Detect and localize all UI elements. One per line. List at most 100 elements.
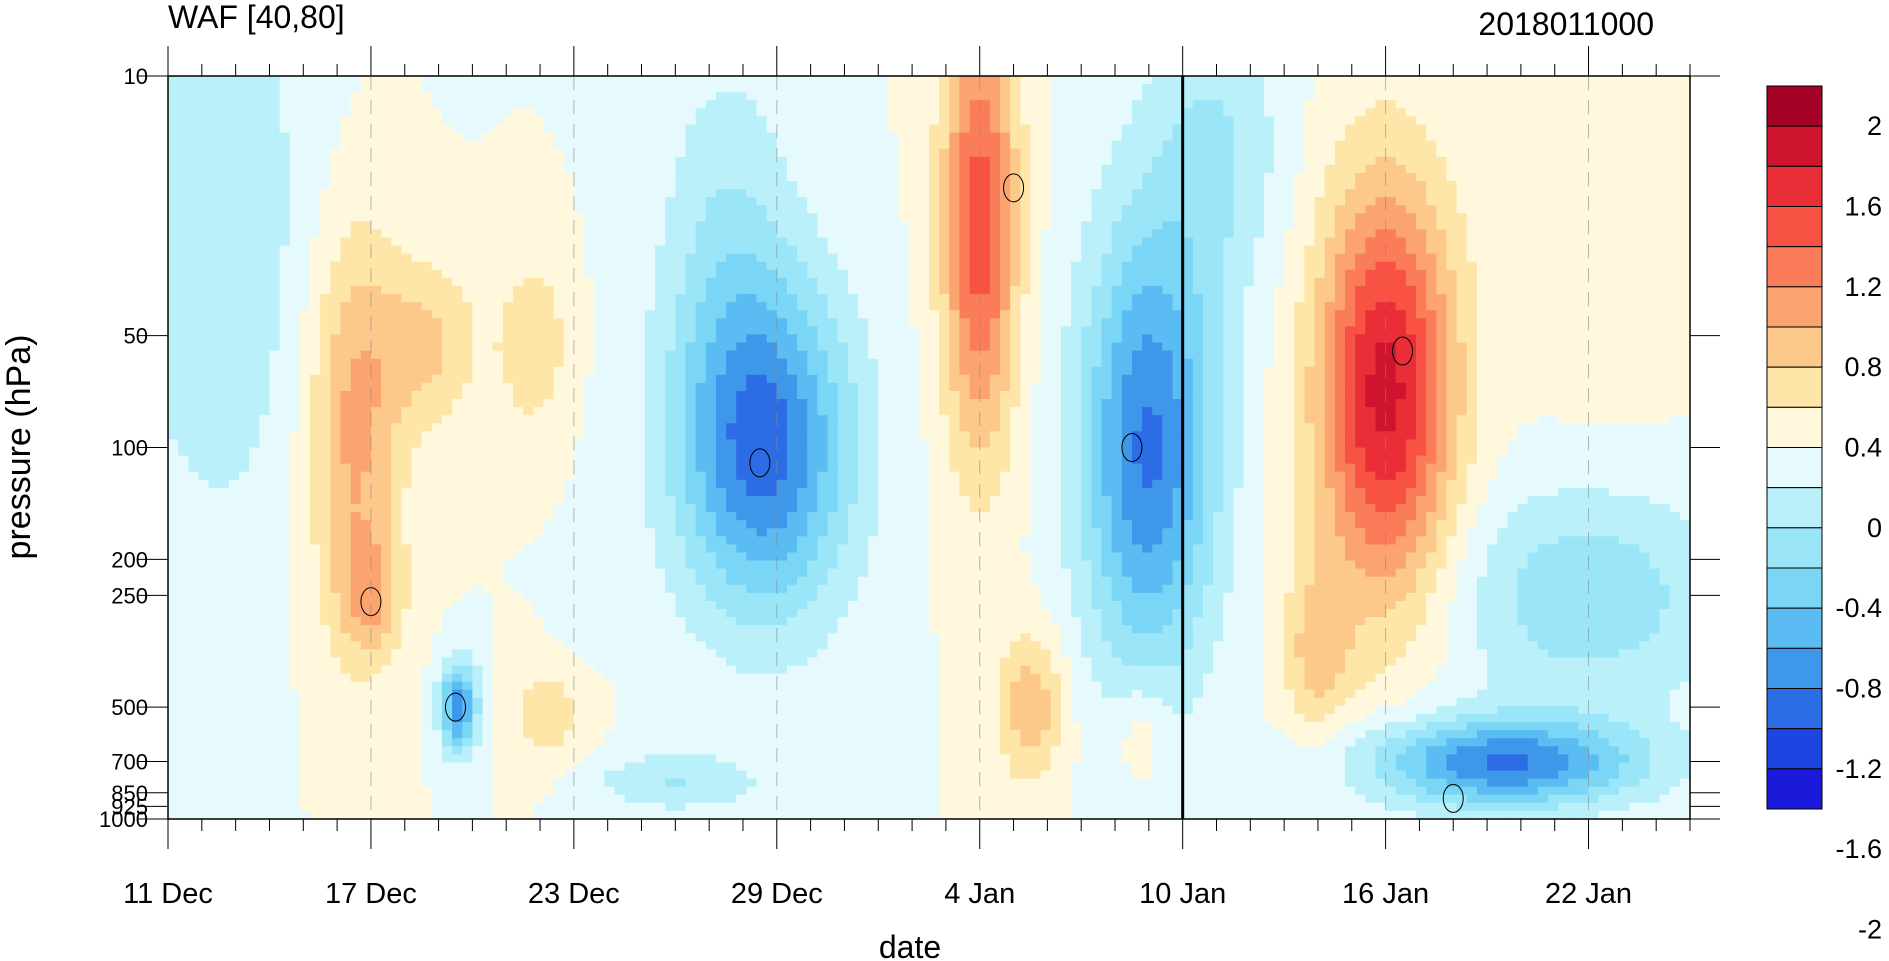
- field-cell: [949, 302, 961, 311]
- field-cell: [1568, 294, 1579, 303]
- field-cell: [208, 100, 220, 109]
- field-cell: [1000, 84, 1011, 93]
- field-cell: [847, 108, 859, 117]
- field-cell: [1659, 180, 1671, 190]
- field-cell: [918, 277, 930, 287]
- field-cell: [736, 213, 747, 222]
- field-cell: [1020, 205, 1032, 214]
- field-cell: [1375, 132, 1387, 142]
- field-cell: [1537, 100, 1549, 109]
- field-cell: [1416, 180, 1427, 190]
- field-cell: [482, 156, 494, 166]
- field-cell: [543, 318, 555, 327]
- field-cell: [1010, 172, 1021, 182]
- field-cell: [929, 100, 940, 109]
- field-cell: [1537, 148, 1549, 158]
- field-cell: [1050, 310, 1062, 319]
- field-cell: [299, 334, 311, 344]
- field-cell: [918, 156, 930, 166]
- field-cell: [1182, 197, 1194, 206]
- field-cell: [1060, 76, 1072, 85]
- field-cell: [1111, 261, 1123, 271]
- field-cell: [391, 197, 402, 206]
- field-cell: [1263, 140, 1275, 150]
- field-cell: [1446, 172, 1458, 182]
- field-cell: [1050, 245, 1062, 255]
- field-cell: [1304, 237, 1316, 247]
- field-cell: [452, 342, 463, 352]
- field-cell: [1142, 140, 1153, 150]
- field-cell: [299, 237, 311, 247]
- field-cell: [411, 318, 423, 327]
- field-cell: [1202, 132, 1214, 142]
- field-cell: [1273, 132, 1285, 142]
- field-cell: [1071, 326, 1082, 336]
- field-cell: [269, 172, 281, 182]
- field-cell: [908, 164, 920, 174]
- field-cell: [1081, 180, 1092, 190]
- field-cell: [857, 294, 869, 303]
- field-cell: [1263, 92, 1275, 101]
- field-cell: [1334, 261, 1346, 271]
- field-cell: [939, 318, 950, 327]
- field-cell: [269, 326, 281, 336]
- field-cell: [512, 164, 524, 174]
- field-cell: [198, 189, 210, 198]
- field-cell: [523, 334, 534, 344]
- field-cell: [736, 76, 747, 85]
- field-cell: [350, 302, 362, 311]
- field-cell: [350, 277, 362, 287]
- field-cell: [1405, 197, 1417, 206]
- field-cell: [1618, 84, 1630, 93]
- field-cell: [847, 92, 859, 101]
- field-cell: [685, 253, 697, 263]
- field-cell: [1568, 213, 1579, 222]
- field-cell: [1527, 164, 1539, 174]
- field-cell: [360, 229, 372, 239]
- field-cell: [908, 197, 920, 206]
- field-cell: [1568, 180, 1579, 190]
- field-cell: [1131, 156, 1143, 166]
- field-cell: [1263, 108, 1275, 117]
- field-cell: [736, 132, 747, 142]
- field-cell: [888, 334, 900, 344]
- field-cell: [1659, 148, 1671, 158]
- field-cell: [624, 172, 636, 182]
- field-cell: [441, 277, 453, 287]
- field-cell: [431, 100, 443, 109]
- field-cell: [1111, 277, 1123, 287]
- field-cell: [178, 84, 189, 93]
- field-cell: [1426, 124, 1437, 134]
- field-cell: [1304, 124, 1316, 134]
- field-cell: [239, 326, 250, 336]
- field-cell: [665, 245, 676, 255]
- field-cell: [929, 334, 940, 344]
- field-cell: [1131, 148, 1143, 158]
- field-cell: [188, 108, 200, 117]
- field-cell: [310, 285, 321, 295]
- field-cell: [543, 76, 555, 85]
- field-cell: [573, 253, 585, 263]
- field-cell: [1547, 124, 1559, 134]
- field-cell: [1223, 269, 1234, 279]
- field-cell: [918, 221, 930, 231]
- field-cell: [1294, 84, 1306, 93]
- field-cell: [1284, 302, 1295, 311]
- field-cell: [695, 108, 707, 117]
- field-cell: [939, 294, 950, 303]
- field-cell: [786, 92, 798, 101]
- field-cell: [1588, 124, 1600, 134]
- field-cell: [989, 92, 1001, 101]
- field-cell: [1071, 148, 1082, 158]
- field-cell: [1152, 245, 1163, 255]
- field-cell: [1558, 285, 1569, 295]
- field-cell: [1202, 172, 1214, 182]
- field-cell: [1507, 334, 1519, 344]
- field-cell: [340, 116, 352, 126]
- field-cell: [1527, 261, 1539, 271]
- field-cell: [563, 342, 575, 352]
- field-cell: [989, 318, 1001, 327]
- field-cell: [918, 205, 930, 214]
- field-cell: [1182, 221, 1194, 231]
- field-cell: [1487, 237, 1498, 247]
